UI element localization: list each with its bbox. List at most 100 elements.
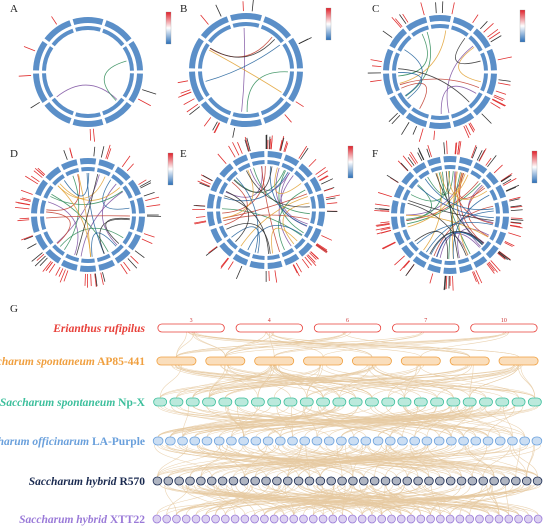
gene-label bbox=[34, 167, 45, 177]
chromosome bbox=[479, 397, 493, 407]
synteny-link bbox=[182, 405, 261, 438]
synteny-link bbox=[229, 444, 310, 478]
synteny-link bbox=[336, 484, 373, 516]
chromosome-segment bbox=[208, 96, 232, 116]
synteny-link bbox=[403, 484, 490, 516]
chromosome-segment bbox=[430, 257, 443, 265]
chromosome bbox=[299, 397, 314, 407]
synteny-link bbox=[455, 37, 481, 65]
gene-label bbox=[497, 56, 512, 61]
species-cultivar: LA-Purple bbox=[89, 436, 145, 448]
chromosome bbox=[235, 323, 303, 333]
chromosome-segment bbox=[281, 162, 295, 173]
chromosome-segment bbox=[450, 25, 469, 37]
gene-label bbox=[382, 30, 393, 38]
gene-label bbox=[299, 147, 309, 160]
chromosome bbox=[531, 436, 543, 446]
chromosome-segment bbox=[480, 73, 488, 92]
chromosome-segment bbox=[72, 17, 104, 26]
chromosome bbox=[409, 436, 420, 446]
chromosome bbox=[323, 436, 335, 446]
panel-label: C bbox=[372, 3, 379, 15]
circos-plot bbox=[192, 134, 340, 283]
chromosome bbox=[185, 397, 200, 407]
chromosome bbox=[511, 397, 526, 407]
chromosome-segment bbox=[298, 163, 313, 178]
gene-label bbox=[138, 98, 151, 107]
chromosome-segment bbox=[51, 97, 74, 116]
synteny-link bbox=[385, 444, 428, 478]
panel-label: E bbox=[180, 148, 187, 160]
chromosome bbox=[446, 397, 461, 407]
chromosome-segment bbox=[473, 256, 488, 268]
gene-label bbox=[510, 219, 524, 221]
synteny-link bbox=[406, 444, 541, 478]
chromosome-segment bbox=[383, 48, 394, 71]
chromosome bbox=[181, 514, 191, 524]
gene-label bbox=[463, 125, 470, 138]
chromosome-segment bbox=[51, 28, 74, 47]
synteny-link bbox=[316, 405, 359, 438]
chromosome bbox=[202, 397, 216, 407]
synteny-link bbox=[219, 444, 245, 478]
synteny-link bbox=[240, 196, 308, 247]
synteny-link bbox=[405, 214, 489, 238]
synteny-link bbox=[273, 331, 425, 358]
synteny-link bbox=[270, 331, 373, 358]
chromosome-segment bbox=[316, 211, 325, 227]
chromosome bbox=[426, 514, 435, 524]
gene-label bbox=[469, 122, 476, 131]
synteny-link bbox=[364, 444, 538, 478]
chromosome-segment bbox=[389, 95, 408, 116]
gene-label bbox=[142, 89, 157, 95]
chromosome bbox=[336, 436, 347, 446]
chromosome bbox=[467, 476, 478, 486]
chromosome bbox=[519, 436, 530, 446]
chromosome-label: 10 bbox=[501, 318, 507, 324]
synteny-link bbox=[225, 405, 244, 438]
chromosome-segment bbox=[114, 166, 131, 182]
chromosome-segment bbox=[282, 71, 294, 98]
gene-label bbox=[503, 178, 517, 186]
synteny-link bbox=[170, 405, 289, 438]
synteny-link bbox=[464, 444, 495, 478]
chromosome bbox=[446, 436, 457, 446]
gene-label bbox=[427, 144, 432, 157]
chromosome-segment bbox=[102, 97, 125, 116]
chromosome-segment bbox=[392, 52, 400, 71]
synteny-link bbox=[46, 211, 71, 245]
gene-label bbox=[485, 157, 492, 166]
chromosome bbox=[279, 514, 289, 524]
chromosome-segment bbox=[267, 260, 283, 269]
synteny-link bbox=[46, 215, 130, 219]
synteny-link bbox=[166, 484, 412, 516]
synteny-link bbox=[229, 364, 536, 399]
synteny-link bbox=[47, 201, 79, 255]
chromosome bbox=[172, 514, 181, 524]
synteny-link bbox=[226, 223, 271, 254]
synteny-link bbox=[233, 444, 321, 478]
synteny-link bbox=[512, 444, 538, 478]
gene-label bbox=[498, 251, 511, 261]
synteny-link bbox=[246, 71, 288, 112]
chromosome bbox=[391, 476, 402, 486]
gene-label bbox=[510, 221, 522, 224]
chromosome-segment bbox=[489, 189, 498, 201]
gene-label bbox=[141, 238, 153, 244]
chromosome bbox=[250, 476, 260, 486]
chromosome bbox=[533, 514, 543, 524]
chromosome-segment bbox=[111, 244, 124, 256]
synteny-link bbox=[445, 171, 459, 259]
gene-label bbox=[509, 198, 520, 202]
chromosome-segment bbox=[40, 216, 47, 231]
gene-label bbox=[418, 150, 424, 161]
chromosome-segment bbox=[43, 231, 54, 245]
synteny-link bbox=[209, 36, 273, 58]
chromosome bbox=[234, 397, 249, 407]
gene-label bbox=[497, 82, 511, 86]
chromosome-segment bbox=[104, 20, 132, 43]
chromosome bbox=[177, 436, 188, 446]
gene-label bbox=[316, 244, 328, 253]
chromosome bbox=[470, 436, 482, 446]
